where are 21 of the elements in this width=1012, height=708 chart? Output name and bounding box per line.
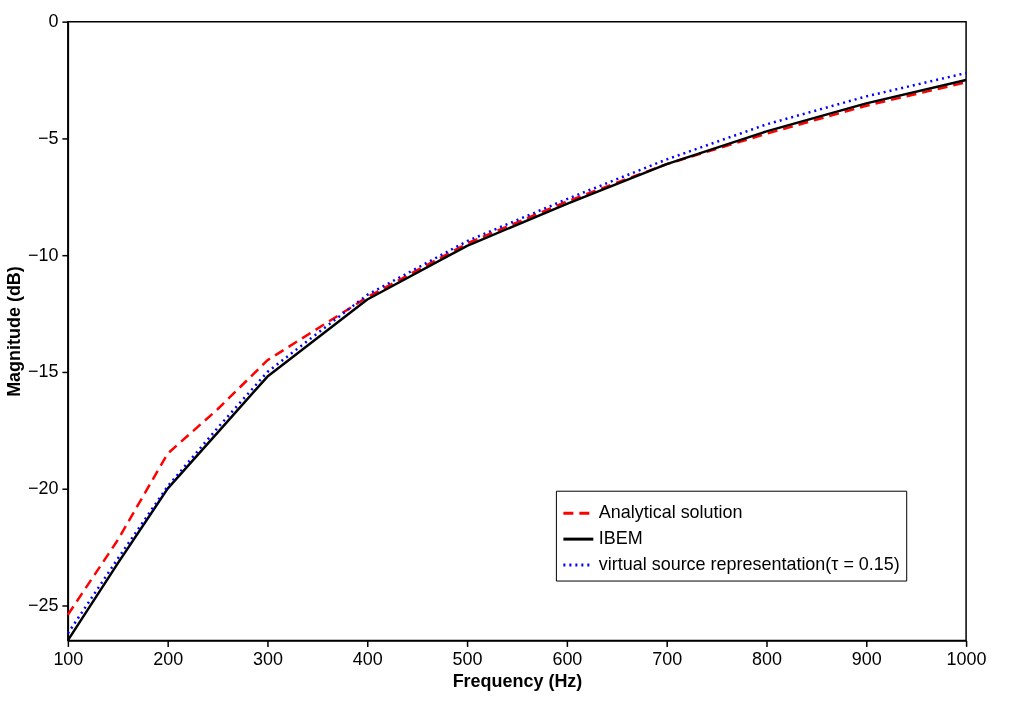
x-tick-label: 200	[153, 648, 184, 669]
x-axis-title: Frequency (Hz)	[452, 670, 583, 691]
y-tick-label: −5	[37, 127, 59, 148]
y-tick-label: −25	[27, 594, 59, 615]
x-tick-label: 700	[652, 648, 683, 669]
y-tick-label: −10	[27, 244, 59, 265]
y-tick-label: −20	[27, 478, 59, 499]
x-tick-label: 600	[552, 648, 583, 669]
legend-label: virtual source representation(τ = 0.15)	[598, 554, 900, 575]
x-tick-label: 100	[53, 648, 84, 669]
y-axis-title: Magnitude (dB)	[3, 266, 24, 397]
x-tick-label: 1000	[946, 648, 987, 669]
x-tick-label: 900	[851, 648, 882, 669]
x-tick-label: 400	[352, 648, 383, 669]
legend-label: Analytical solution	[598, 502, 743, 523]
legend-label: IBEM	[598, 528, 643, 549]
y-tick-label: 0	[48, 11, 59, 32]
x-tick-label: 300	[252, 648, 283, 669]
x-tick-label: 500	[452, 648, 483, 669]
y-tick-label: −15	[27, 361, 59, 382]
x-tick-label: 800	[752, 648, 782, 669]
